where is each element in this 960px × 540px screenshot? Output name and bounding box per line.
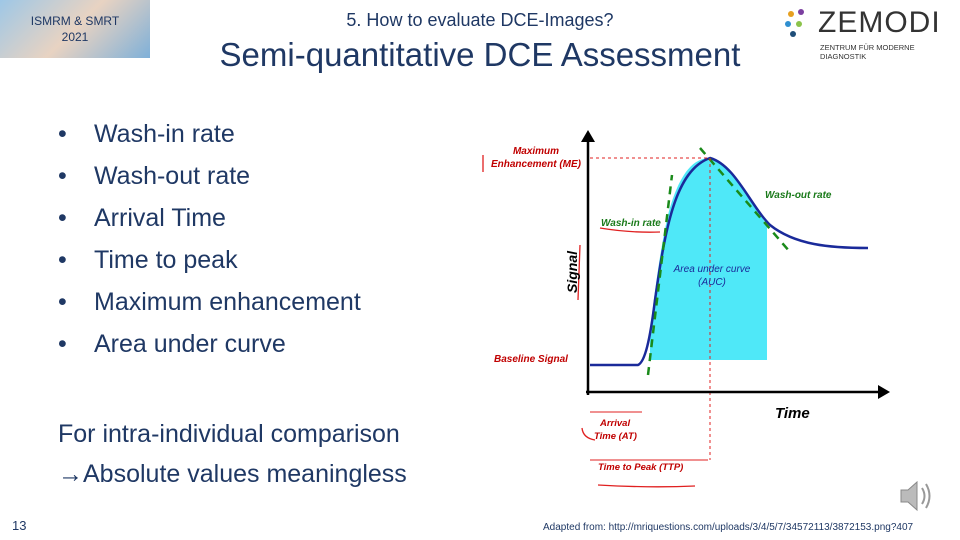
auc-area (650, 158, 767, 360)
note-line: For intra-individual comparison (58, 420, 400, 448)
x-arrow (878, 385, 890, 399)
speaker-icon[interactable] (895, 476, 935, 516)
wash-out-label: Wash-out rate (765, 190, 832, 201)
note: For intra-individual comparison →Absolut… (58, 414, 407, 494)
arrival-label: Arrival Time (AT) (594, 418, 637, 442)
source: Adapted from: http://mriquestions.com/up… (543, 522, 914, 533)
arrival-label-line: Time (AT) (594, 431, 637, 442)
bullet-list: Wash-in rate Wash-out rate Arrival Time … (58, 120, 361, 372)
x-axis-label: Time (775, 405, 810, 422)
ttp-label: Time to Peak (TTP) (598, 462, 683, 473)
wash-out-tangent (699, 147, 791, 253)
note-line: →Absolute values meaningless (58, 460, 407, 488)
y-arrow (581, 130, 595, 142)
auc-label: Area under curve (AUC) (673, 264, 751, 288)
arrival-label-line: Arrival (599, 418, 630, 429)
me-label: Maximum Enhancement (ME) (491, 146, 582, 170)
subtitle: 5. How to evaluate DCE-Images? (346, 10, 614, 30)
auc-label-line: (AUC) (698, 277, 726, 288)
bullet: Maximum enhancement (58, 288, 361, 330)
me-label-line: Enhancement (ME) (491, 159, 582, 170)
logo-tagline: ZENTRUM FÜR MODERNE DIAGNOSTIK (820, 43, 915, 61)
logo-dots (785, 9, 804, 37)
bullet: Wash-out rate (58, 162, 361, 204)
auc-label-line: Area under curve (673, 264, 751, 275)
wash-in-tangent (646, 174, 674, 376)
badge: ISMRM & SMRT 2021 (0, 0, 150, 58)
y-axis-label: Signal (564, 250, 580, 293)
dce-diagram: Maximum Enhancement (ME) Wash-in rate Was… (482, 130, 890, 488)
wash-in-label: Wash-in rate (601, 218, 661, 229)
bullet: Wash-in rate (58, 120, 361, 162)
title: Semi-quantitative DCE Assessment (219, 36, 741, 73)
page-number: 13 (12, 518, 27, 533)
annotation-scribble (482, 155, 696, 488)
logo-name: ZEMODI (818, 6, 941, 39)
badge-line: ISMRM & SMRT (30, 14, 120, 28)
badge-line: 2021 (61, 30, 89, 44)
bullet: Arrival Time (58, 204, 361, 246)
bullet: Area under curve (58, 330, 361, 372)
bullet: Time to peak (58, 246, 361, 288)
me-label-line: Maximum (513, 146, 559, 157)
baseline-label: Baseline Signal (494, 354, 568, 365)
